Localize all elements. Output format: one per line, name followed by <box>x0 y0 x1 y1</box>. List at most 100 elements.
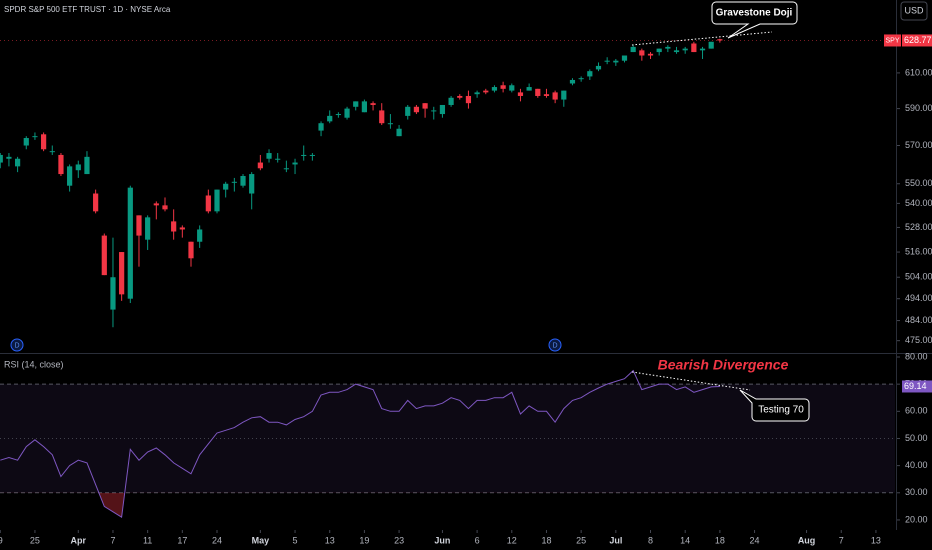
x-tick-label: 6 <box>475 535 480 545</box>
x-tick-label: 9 <box>0 535 3 545</box>
candle-body <box>578 78 584 80</box>
candle-body <box>309 154 315 156</box>
rsi-tag-label: 69.14 <box>904 381 927 391</box>
candle-body <box>136 215 142 236</box>
candle-body <box>561 90 567 100</box>
dividend-marker[interactable] <box>548 338 562 352</box>
ticker: SPY <box>885 37 899 44</box>
y-tick-label: 516.00 <box>905 246 932 256</box>
candle-body <box>552 92 558 100</box>
y-tick-label: 590.00 <box>905 103 932 113</box>
x-tick-label: Jul <box>609 535 622 545</box>
candle-body <box>58 154 64 175</box>
candle-body <box>23 138 29 146</box>
x-tick-label: 19 <box>359 535 369 545</box>
candle-body <box>509 85 515 91</box>
candle-body <box>370 103 376 105</box>
candle-body <box>335 114 341 116</box>
candle-body <box>344 108 350 118</box>
candle-body <box>604 60 610 62</box>
dividend-marker[interactable] <box>10 338 24 352</box>
y-tick-label: 80.00 <box>905 351 928 361</box>
candle-body <box>682 48 688 51</box>
candle-body <box>708 41 714 49</box>
callout <box>711 1 798 39</box>
candle-body <box>110 277 116 310</box>
candle-body <box>474 92 480 95</box>
candle-body <box>613 60 619 63</box>
chart-title: SPDR S&P 500 ETF TRUST · 1D · NYSE Arca <box>4 5 171 14</box>
x-tick-label: 24 <box>212 535 222 545</box>
ticker-tag <box>884 34 901 47</box>
candle-body <box>621 55 628 61</box>
x-tick-label: 7 <box>839 535 844 545</box>
currency[interactable]: USD <box>904 5 924 15</box>
candle-body <box>595 65 602 70</box>
candle-body <box>457 95 463 98</box>
y-tick-label: 40.00 <box>905 460 928 470</box>
candle-body <box>439 104 446 115</box>
candle-body <box>405 106 411 116</box>
price-tag-label: 628.77 <box>904 35 932 45</box>
candle-body <box>396 128 402 137</box>
rsi-line <box>0 369 720 519</box>
rsi-tag <box>902 380 932 393</box>
candle-body <box>665 46 671 49</box>
candle-body <box>67 166 73 186</box>
candle-body <box>145 217 151 240</box>
y-tick-label: 475.00 <box>905 335 932 345</box>
y-tick-label: 504.00 <box>905 272 932 282</box>
candle-body <box>691 43 697 53</box>
x-tick-label: Jun <box>434 535 450 545</box>
candle-body <box>153 203 159 206</box>
x-tick-label: 7 <box>110 535 115 545</box>
x-tick-label: 8 <box>648 535 653 545</box>
candle-body <box>656 48 662 53</box>
candle-body <box>543 94 550 96</box>
candle-body <box>119 252 125 295</box>
candle-body <box>0 154 3 163</box>
candle-body <box>179 227 185 230</box>
x-tick-label: 25 <box>30 535 40 545</box>
x-tick-label: 24 <box>750 535 760 545</box>
y-tick-label: 550.00 <box>905 178 932 188</box>
candle-body <box>431 110 437 112</box>
candle-body <box>223 183 229 190</box>
candle-body <box>630 46 636 53</box>
candle-body <box>465 95 472 104</box>
candle-body <box>266 153 272 159</box>
candle-body <box>162 205 168 210</box>
candle-body <box>171 221 177 232</box>
x-tick-label: 18 <box>541 535 551 545</box>
dividend-label[interactable]: D <box>14 342 19 349</box>
candle-body <box>301 154 307 156</box>
divergence-line <box>631 31 773 46</box>
candle-body <box>249 174 255 194</box>
y-tick-label: 610.00 <box>905 67 932 77</box>
candle-body <box>448 97 454 105</box>
callout <box>739 389 810 422</box>
candle-body <box>500 85 506 89</box>
x-tick-label: 12 <box>507 535 517 545</box>
x-tick-label: 5 <box>293 535 298 545</box>
rsi-band <box>0 384 895 493</box>
candle-body <box>569 79 576 84</box>
candle-body <box>647 53 654 56</box>
y-tick-label: 20.00 <box>905 514 928 524</box>
rsi-legend: RSI (14, close) <box>4 359 64 369</box>
candle-body <box>387 123 394 125</box>
candle-body <box>275 158 281 160</box>
x-tick-label: 13 <box>325 535 335 545</box>
x-tick-label: 25 <box>576 535 586 545</box>
y-tick-label: 50.00 <box>905 433 928 443</box>
candle-body <box>127 187 133 299</box>
dividend-label[interactable]: D <box>552 342 557 349</box>
currency-box[interactable] <box>900 1 928 21</box>
candle-body <box>526 87 532 91</box>
candle-body <box>231 181 237 183</box>
candle-body <box>318 123 324 131</box>
candle-body <box>188 241 194 259</box>
candle-body <box>717 39 723 41</box>
